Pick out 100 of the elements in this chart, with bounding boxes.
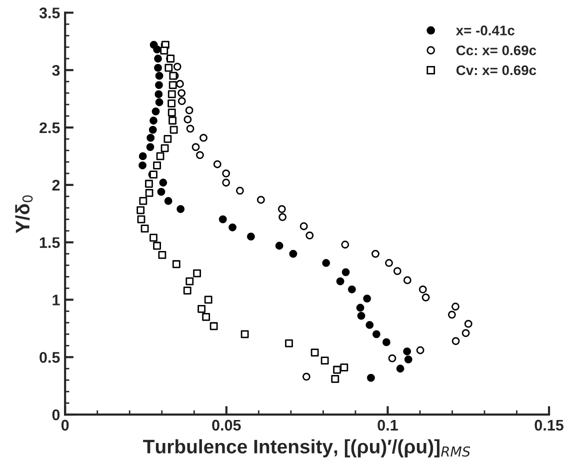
point [152, 107, 160, 116]
point [178, 97, 186, 106]
point [172, 260, 180, 268]
point [170, 126, 178, 134]
point [138, 161, 146, 170]
y-tick-label: 1.5 [40, 237, 60, 248]
point [154, 64, 162, 72]
x-tick-label: 0 [61, 420, 69, 431]
point [164, 135, 172, 143]
point [140, 224, 149, 232]
point [240, 330, 249, 338]
point [356, 304, 364, 312]
point [160, 144, 169, 152]
point [200, 134, 208, 142]
point [176, 80, 184, 88]
y-tick-label: 2 [52, 180, 60, 190]
point [210, 322, 218, 330]
point [202, 312, 210, 321]
point [275, 242, 284, 250]
point [186, 277, 194, 286]
point [153, 45, 161, 54]
point [168, 81, 177, 89]
point [448, 310, 456, 319]
point [278, 213, 286, 222]
point [462, 329, 470, 337]
y-tick-label: 1 [52, 294, 60, 306]
point [176, 205, 185, 213]
point [333, 366, 342, 374]
point [340, 364, 348, 372]
point [204, 296, 212, 304]
point [366, 321, 374, 329]
point [320, 356, 329, 365]
point [198, 304, 206, 313]
point [164, 64, 173, 72]
point [168, 116, 176, 125]
point [342, 268, 350, 276]
legend-label: Cv: x= 0.69c [456, 65, 536, 76]
point [154, 54, 162, 63]
point [186, 124, 194, 133]
point [137, 215, 146, 224]
point [357, 312, 366, 320]
point [289, 250, 298, 258]
point [348, 285, 356, 294]
point [222, 169, 230, 178]
point [168, 99, 176, 108]
point [388, 354, 396, 362]
point [150, 116, 158, 125]
point [396, 364, 404, 373]
point [145, 188, 154, 197]
point [341, 240, 350, 249]
point [393, 267, 402, 275]
point [145, 180, 153, 188]
point [155, 98, 164, 106]
point [164, 197, 172, 205]
point [153, 242, 161, 250]
point [366, 374, 375, 382]
y-axis-title: Y/δ$_{0}$ [15, 195, 33, 234]
point [246, 232, 255, 241]
point [160, 46, 168, 55]
point [464, 320, 472, 328]
point [146, 134, 155, 142]
point [158, 250, 166, 259]
point [168, 90, 176, 98]
point [300, 222, 308, 230]
point [322, 259, 330, 267]
point [385, 259, 393, 267]
point [404, 355, 412, 364]
point [185, 106, 194, 114]
point [136, 206, 145, 214]
point [213, 160, 222, 168]
point [192, 143, 200, 151]
point [138, 152, 147, 160]
point [154, 90, 163, 98]
point [155, 81, 163, 89]
point [403, 347, 412, 356]
point [236, 186, 244, 195]
point [157, 188, 166, 196]
y-tick-label: 0.5 [40, 352, 60, 363]
x-tick-label: 0.15 [534, 420, 564, 431]
legend-label: x= -0.41c [456, 26, 515, 36]
point [222, 178, 230, 187]
point [150, 234, 158, 242]
point [193, 269, 201, 278]
point [173, 62, 182, 71]
point [452, 337, 460, 346]
point [156, 152, 164, 160]
point [306, 231, 314, 240]
point [155, 72, 164, 80]
point [196, 151, 204, 160]
point [159, 178, 168, 187]
point [139, 197, 148, 205]
point [228, 223, 236, 232]
legend-label: Cc: x= 0.69c [456, 45, 536, 56]
point [278, 205, 286, 213]
point [416, 346, 424, 354]
point [422, 293, 430, 302]
point [372, 330, 380, 338]
point [146, 143, 154, 151]
point [331, 374, 340, 383]
y-tick-label: 3.5 [39, 8, 60, 18]
